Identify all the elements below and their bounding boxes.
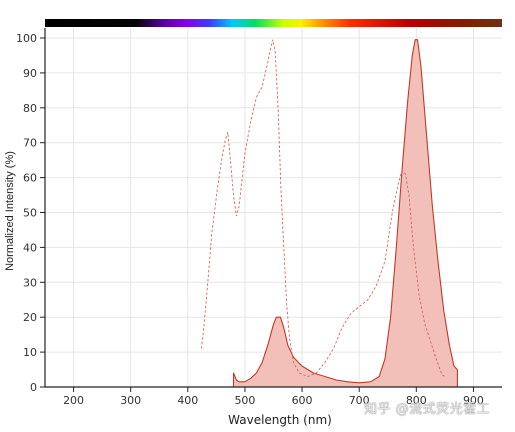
x-axis-title: Wavelength (nm) xyxy=(228,413,332,427)
y-tick-label: 40 xyxy=(23,241,37,254)
x-tick-label: 800 xyxy=(406,394,427,407)
y-tick-label: 10 xyxy=(23,346,37,359)
x-tick-label: 200 xyxy=(63,394,84,407)
x-tick-label: 700 xyxy=(349,394,370,407)
x-tick-label: 900 xyxy=(463,394,484,407)
y-tick-label: 20 xyxy=(23,311,37,324)
y-tick-label: 100 xyxy=(16,32,37,45)
x-tick-label: 600 xyxy=(292,394,313,407)
dashed-spectrum-series xyxy=(201,39,446,377)
spectrum-color-bar xyxy=(45,19,502,27)
y-tick-label: 50 xyxy=(23,207,37,220)
axes xyxy=(40,28,502,392)
y-tick-label: 0 xyxy=(30,381,37,394)
watermark-text: 知乎 @流式荧光霍工 xyxy=(364,402,491,417)
tick-labels: 0 10 20 30 40 50 60 70 80 90 100 200 300 400 500 600 700… xyxy=(16,32,484,407)
y-tick-label: 80 xyxy=(23,102,37,115)
data-series xyxy=(201,39,458,388)
y-tick-label: 30 xyxy=(23,276,37,289)
y-tick-label: 70 xyxy=(23,137,37,150)
x-tick-label: 500 xyxy=(234,394,255,407)
filled-spectrum-series xyxy=(232,39,458,388)
x-tick-label: 300 xyxy=(120,394,141,407)
x-tick-label: 400 xyxy=(177,394,198,407)
y-tick-label: 90 xyxy=(23,67,37,80)
y-axis-title: Normalized Intensity (%) xyxy=(4,151,16,271)
y-tick-label: 60 xyxy=(23,172,37,185)
